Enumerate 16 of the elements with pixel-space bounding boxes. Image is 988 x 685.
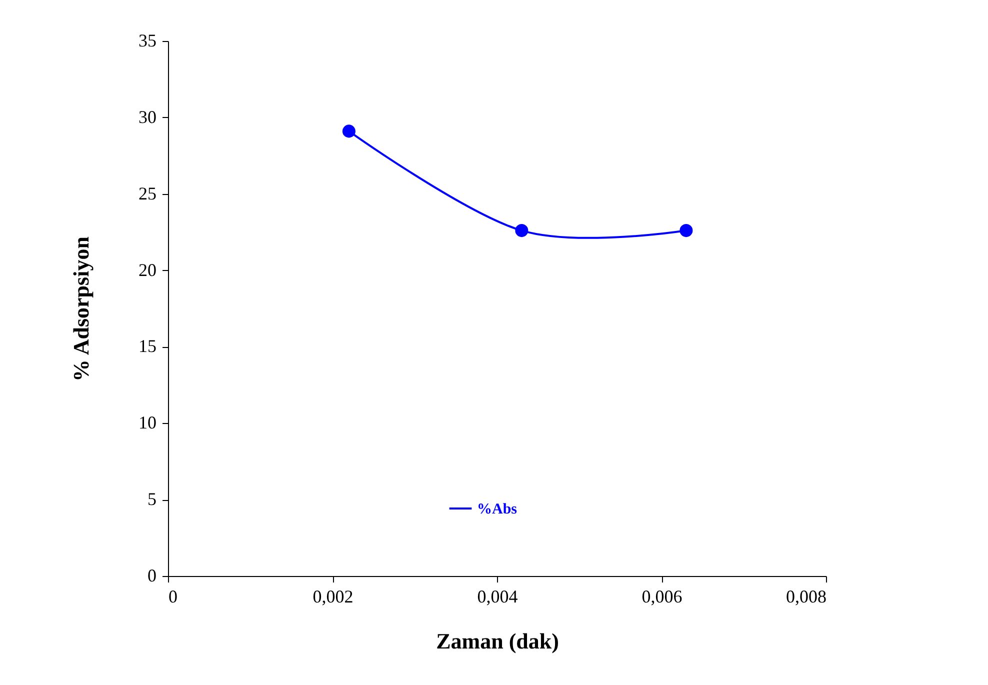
y-tick-label: 5 [148, 489, 156, 510]
x-tick-label: 0 [168, 586, 178, 606]
x-tick-label: 0,004 [477, 586, 518, 606]
y-tick-label: 20 [138, 260, 156, 280]
x-axis-title: Zaman (dak) [436, 628, 559, 654]
y-tick-label: 10 [138, 412, 156, 433]
y-tick-label: 35 [138, 30, 156, 50]
x-tick-label: 0,002 [312, 586, 354, 606]
y-tick-label: 0 [148, 566, 156, 586]
x-tick-label: 0,006 [642, 586, 682, 606]
y-tick-label: 15 [138, 336, 156, 356]
y-tick-label: 30 [138, 106, 156, 127]
legend-label: %Abs [477, 502, 518, 518]
y-tick-label: 25 [138, 183, 156, 204]
x-tick-label: 0,008 [786, 586, 826, 606]
y-axis-title: % Adsorpsiyon [68, 236, 94, 382]
